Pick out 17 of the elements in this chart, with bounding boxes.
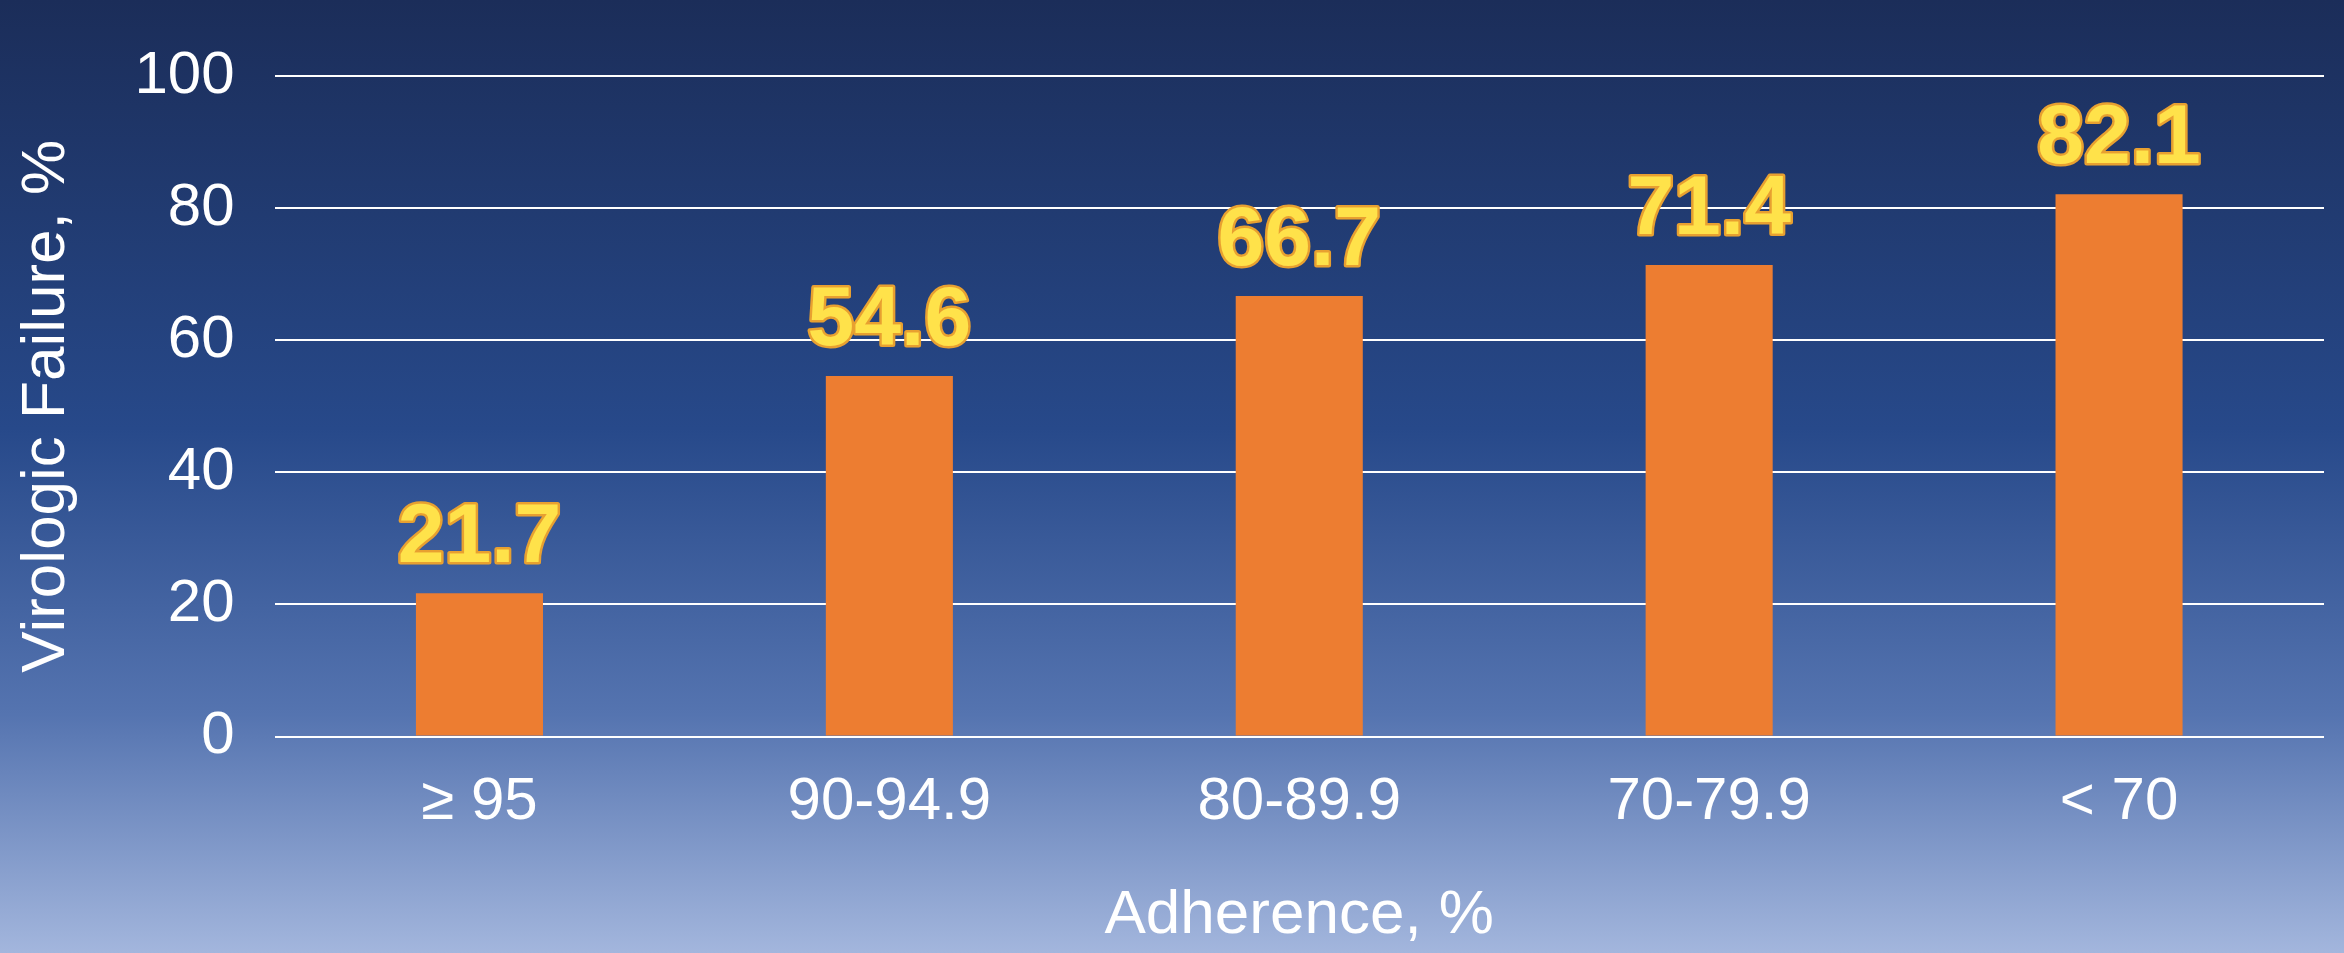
data-label: 66.7 xyxy=(1217,189,1381,284)
x-axis-title: Adherence, % xyxy=(1104,876,1494,946)
x-tick-label: < 70 xyxy=(2059,765,2179,833)
y-tick-label: 0 xyxy=(201,699,235,767)
y-tick-label: 60 xyxy=(167,302,235,370)
x-tick-label: 90-94.9 xyxy=(787,765,992,833)
x-tick-label: ≥ 95 xyxy=(421,765,538,833)
data-label: 82.1 xyxy=(2037,87,2201,182)
y-tick-label: 100 xyxy=(134,38,235,106)
y-tick-label: 40 xyxy=(167,434,235,502)
data-label: 54.6 xyxy=(807,269,972,364)
x-tick-label: 80-89.9 xyxy=(1197,765,1401,833)
data-label: 21.7 xyxy=(397,486,562,581)
y-tick-label: 20 xyxy=(167,567,235,635)
x-tick-label: 70-79.9 xyxy=(1607,765,1811,833)
y-tick-label: 80 xyxy=(167,170,235,238)
y-axis-title: Virologic Failure, % xyxy=(8,139,78,673)
